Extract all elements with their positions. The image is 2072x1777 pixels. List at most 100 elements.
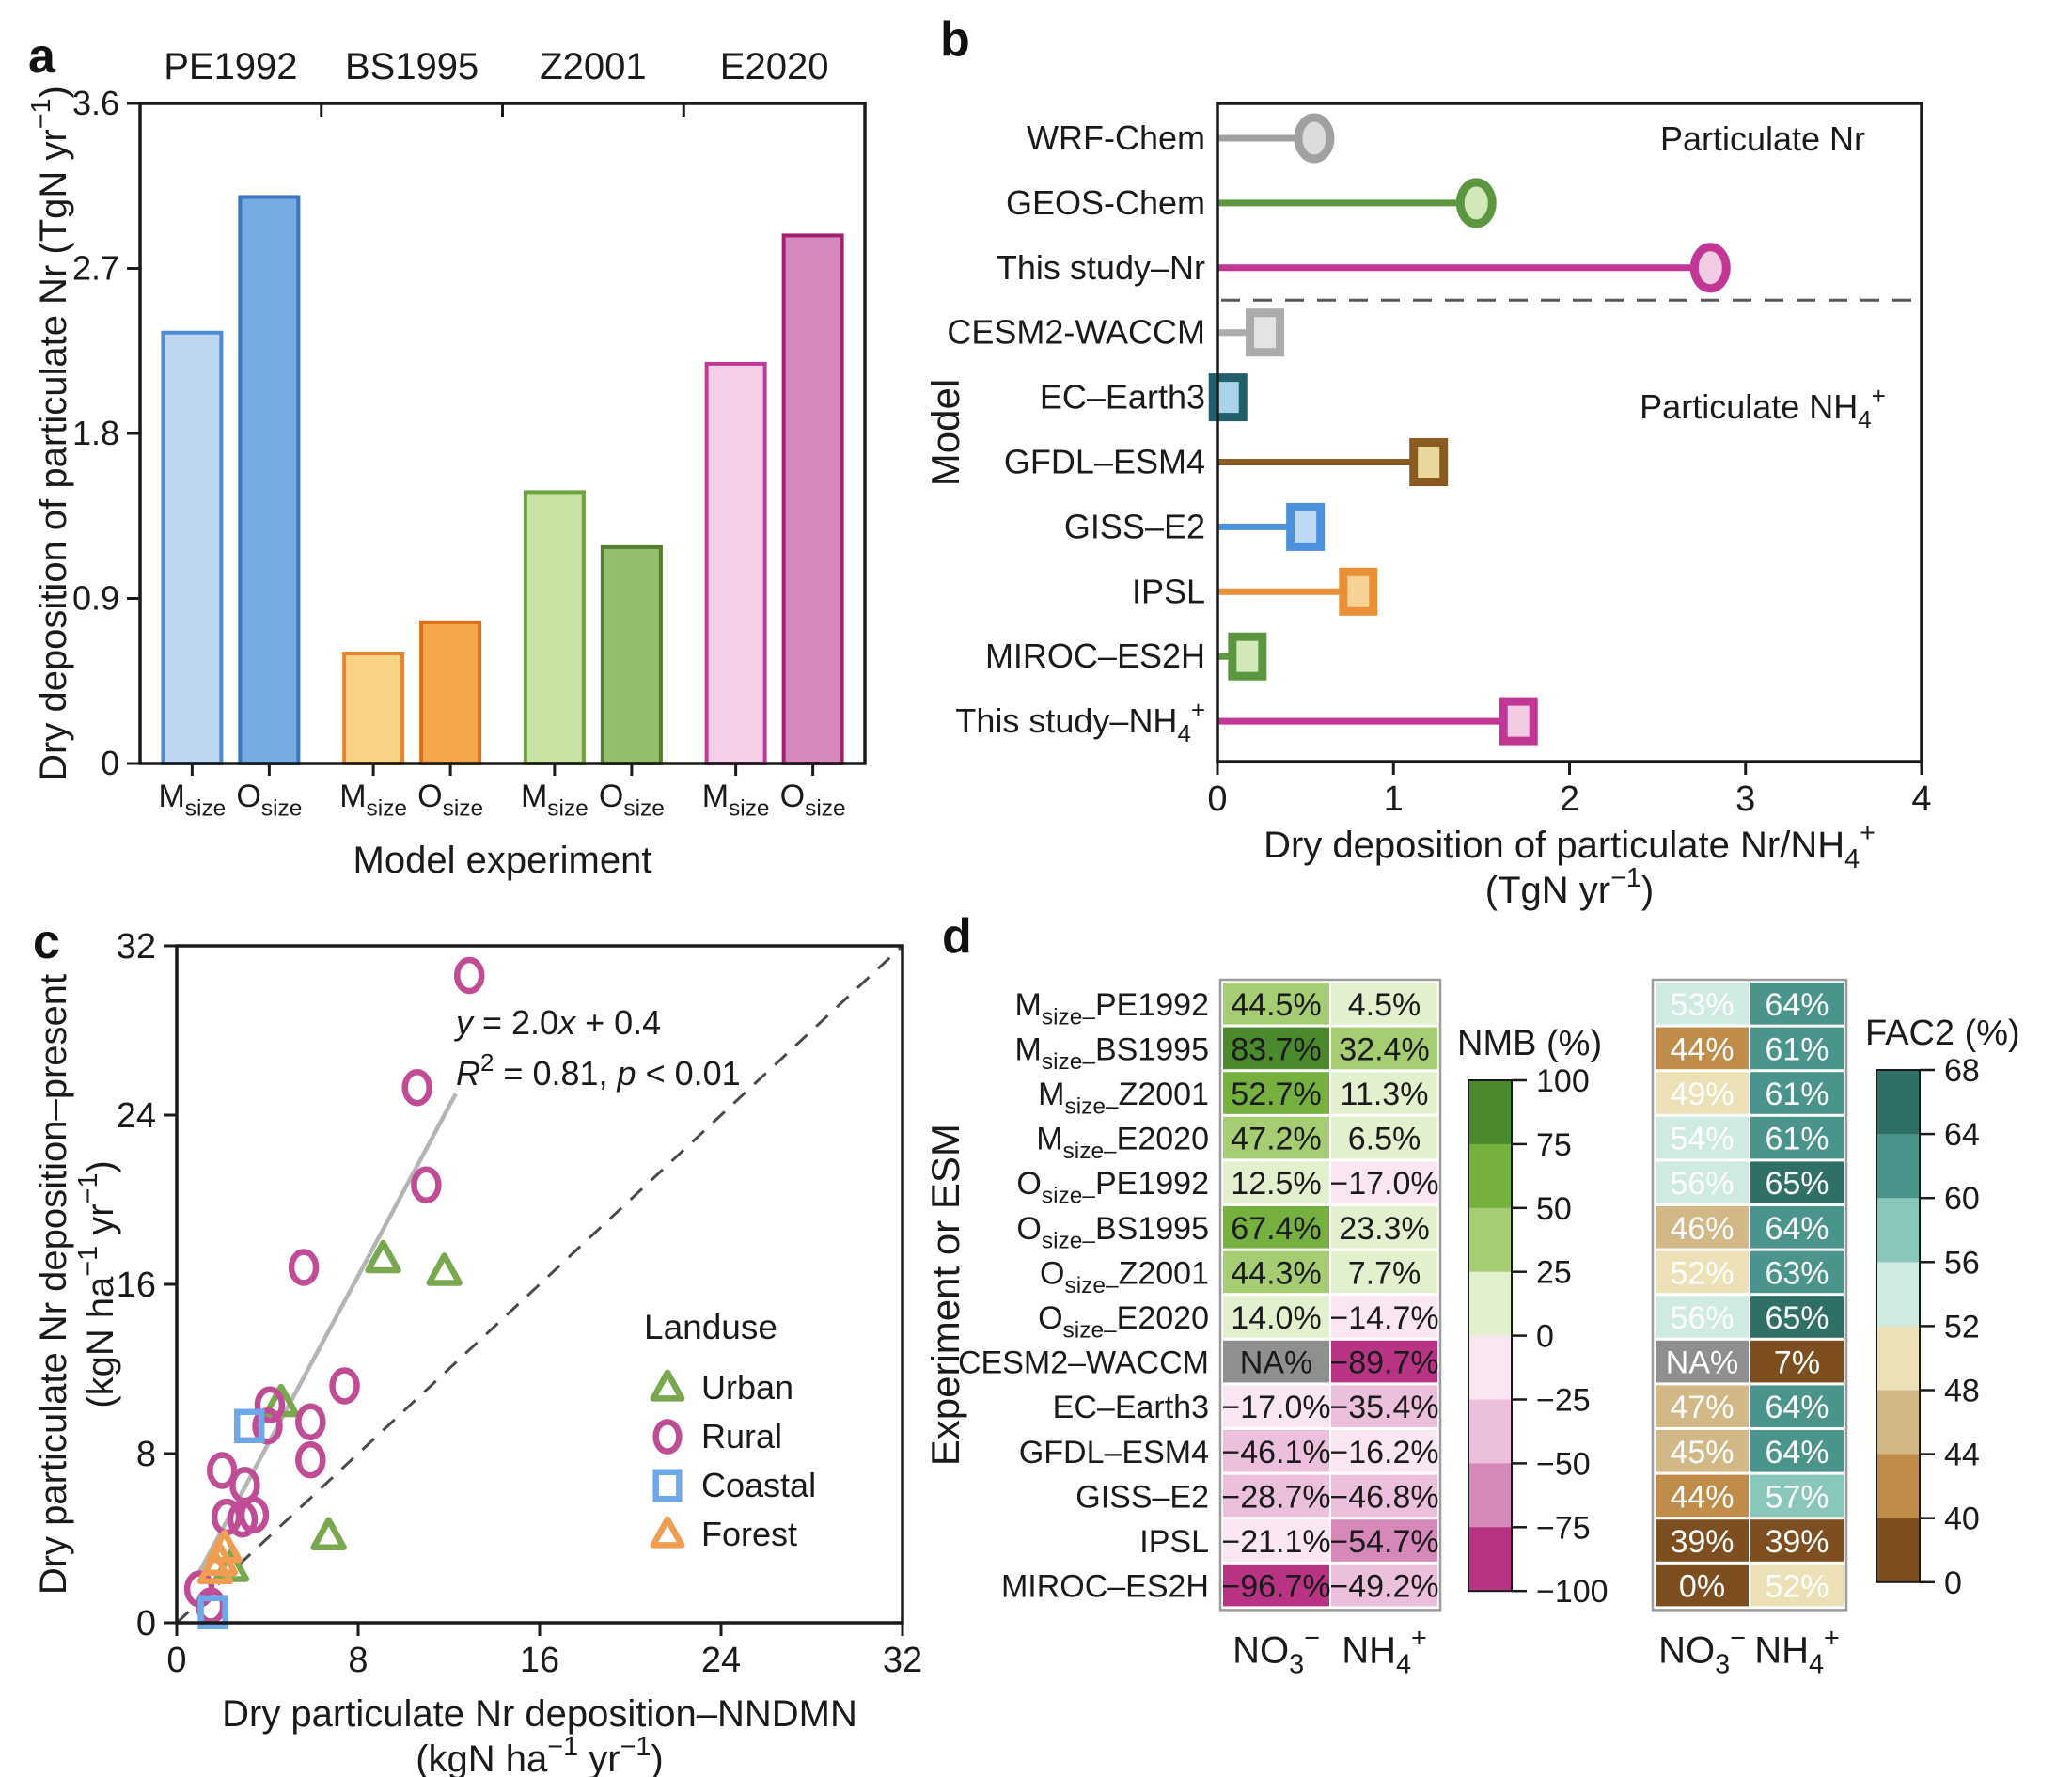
colorbar-tick-label: 25	[1536, 1255, 1572, 1291]
colorbar-tick-label: 64	[1944, 1117, 1980, 1153]
heatmap-cell-value: 32.4%	[1339, 1031, 1429, 1067]
colorbar-tick-label: −100	[1536, 1574, 1609, 1610]
colorbar-segment	[1876, 1326, 1920, 1392]
heatmap-cell	[1331, 1250, 1437, 1294]
colorbar-tick-label: 75	[1536, 1127, 1572, 1163]
x-axis-label-line2: (kgN ha−1 yr−1)	[416, 1732, 664, 1777]
heatmap-cell	[1656, 1296, 1749, 1338]
heatmap-cell-value: 65%	[1765, 1166, 1829, 1202]
heatmap-cell-value: 52.7%	[1231, 1077, 1321, 1112]
heatmap-cell-value: 64%	[1765, 1390, 1829, 1425]
heatmap-cell	[1331, 1564, 1437, 1607]
heatmap-cell-value: 47.2%	[1231, 1122, 1321, 1157]
y-tick-label: 3.6	[72, 84, 119, 122]
heatmap-cell-value: −49.2%	[1329, 1569, 1438, 1605]
heatmap-cell	[1331, 1027, 1437, 1070]
heatmap-cell-value: 12.5%	[1231, 1166, 1321, 1202]
heatmap-cell-value: −89.7%	[1329, 1345, 1438, 1381]
colorbar-tick-label: 48	[1944, 1374, 1980, 1409]
heatmap-cell-value: 4.5%	[1348, 987, 1421, 1023]
heatmap-cell	[1750, 1340, 1844, 1383]
bar-tick-label: Osize	[236, 778, 302, 822]
colorbar-tick-label: 60	[1944, 1181, 1980, 1217]
y-tick-label: 8	[136, 1435, 156, 1474]
colorbar-segment	[1468, 1143, 1512, 1209]
heatmap-cell-value: 52%	[1670, 1255, 1734, 1291]
row-label: IPSL	[1139, 1524, 1209, 1560]
colorbar-tick-label: 52	[1944, 1309, 1980, 1345]
heatmap-cell-value: NA%	[1240, 1345, 1312, 1381]
heatmap-cell-value: 53%	[1670, 987, 1734, 1023]
lollipop-square-marker	[1409, 438, 1449, 486]
scatter-point	[652, 1419, 683, 1455]
table-border	[1651, 978, 1848, 1612]
heatmap-cell	[1750, 1564, 1844, 1607]
heatmap-cell	[1223, 1385, 1329, 1427]
bar	[238, 195, 301, 765]
y-tick-label: 16	[117, 1266, 156, 1305]
bar-tick-label: Msize	[521, 778, 589, 822]
heatmap-cell	[1750, 983, 1844, 1025]
x-tick-label: 0	[1207, 779, 1227, 819]
panel-b: b 0 1 2 3 4 WRF-Chem GEOS-Chem This study–Nr CES…	[923, 15, 2072, 912]
heatmap-cell	[1331, 1116, 1437, 1159]
heatmap-cell	[1750, 1250, 1844, 1294]
experiment-title: BS1995	[345, 46, 479, 87]
heatmap-cell-value: 46%	[1670, 1211, 1734, 1247]
heatmap-cell	[1223, 1206, 1329, 1249]
colorbar-segment	[1468, 1527, 1512, 1592]
scatter-point	[197, 1595, 228, 1629]
colorbar-tick-label: 0	[1944, 1565, 1962, 1601]
heatmap-cell	[1656, 1430, 1749, 1472]
y-tick-label: 0	[136, 1604, 156, 1643]
colorbar-tick-label: 68	[1944, 1053, 1980, 1089]
heatmap-cell-value: −96.7%	[1221, 1569, 1330, 1605]
heatmap-cell-value: −21.1%	[1221, 1524, 1330, 1560]
heatmap-cell-value: 83.7%	[1231, 1031, 1321, 1067]
x-tick-label: 3	[1735, 779, 1755, 819]
heatmap-cell-value: 64%	[1765, 1435, 1829, 1470]
legend-item-label: Rural	[701, 1417, 782, 1455]
identity-line	[175, 944, 904, 1625]
heatmap-cell-value: 44%	[1670, 1031, 1734, 1067]
heatmap-cell	[1223, 1296, 1329, 1338]
experiment-title: Z2001	[540, 46, 646, 87]
heatmap-cell-value: 47%	[1670, 1390, 1734, 1425]
colorbar-tick-label: −50	[1536, 1446, 1591, 1482]
heatmap-cell	[1656, 983, 1749, 1025]
model-label: IPSL	[1132, 572, 1205, 610]
heatmap-cell	[1750, 1296, 1844, 1338]
heatmap-cell	[1331, 1161, 1437, 1203]
table-border	[1218, 978, 1442, 1612]
panel-d-heatmap: Msize–PE1992Msize–BS1995Msize–Z2001Msize…	[923, 978, 2020, 1680]
lollipop-square-marker	[1228, 632, 1267, 681]
bar-tick-label: Msize	[702, 778, 770, 822]
lollipop-square-marker	[1286, 502, 1326, 551]
colorbar-segment	[1468, 1207, 1512, 1273]
heatmap-cell	[1656, 1072, 1749, 1114]
heatmap-cell-value: 61%	[1765, 1031, 1829, 1067]
heatmap-cell-value: 7%	[1774, 1345, 1820, 1381]
colorbar-tick-label: 56	[1944, 1245, 1980, 1281]
legend-item-label: Coastal	[701, 1466, 816, 1504]
heatmap-cell	[1331, 1385, 1437, 1427]
scatter-point	[650, 1369, 685, 1402]
scatter-point	[310, 1517, 347, 1550]
heatmap-cell-value: 57%	[1765, 1479, 1829, 1515]
x-tick-label: 8	[348, 1641, 368, 1680]
experiment-title: PE1992	[164, 46, 297, 87]
heatmap-cell	[1656, 1250, 1749, 1294]
heatmap-cell	[1750, 1474, 1844, 1518]
colorbar-segment	[1876, 1198, 1920, 1263]
column-header: NH4+	[1342, 1624, 1427, 1680]
heatmap-cell-value: 44%	[1670, 1479, 1734, 1515]
model-label: This study–Nr	[997, 248, 1205, 287]
heatmap-cell	[1331, 1519, 1437, 1562]
x-axis-label-line2: (TgN yr−1)	[1485, 863, 1655, 911]
heatmap-cell-value: 52%	[1765, 1569, 1829, 1605]
row-label: Msize–Z2001	[1038, 1077, 1209, 1120]
heatmap-cell-value: 45%	[1670, 1435, 1734, 1470]
heatmap-cell-value: 44.5%	[1231, 987, 1321, 1023]
scatter-point	[329, 1367, 360, 1405]
